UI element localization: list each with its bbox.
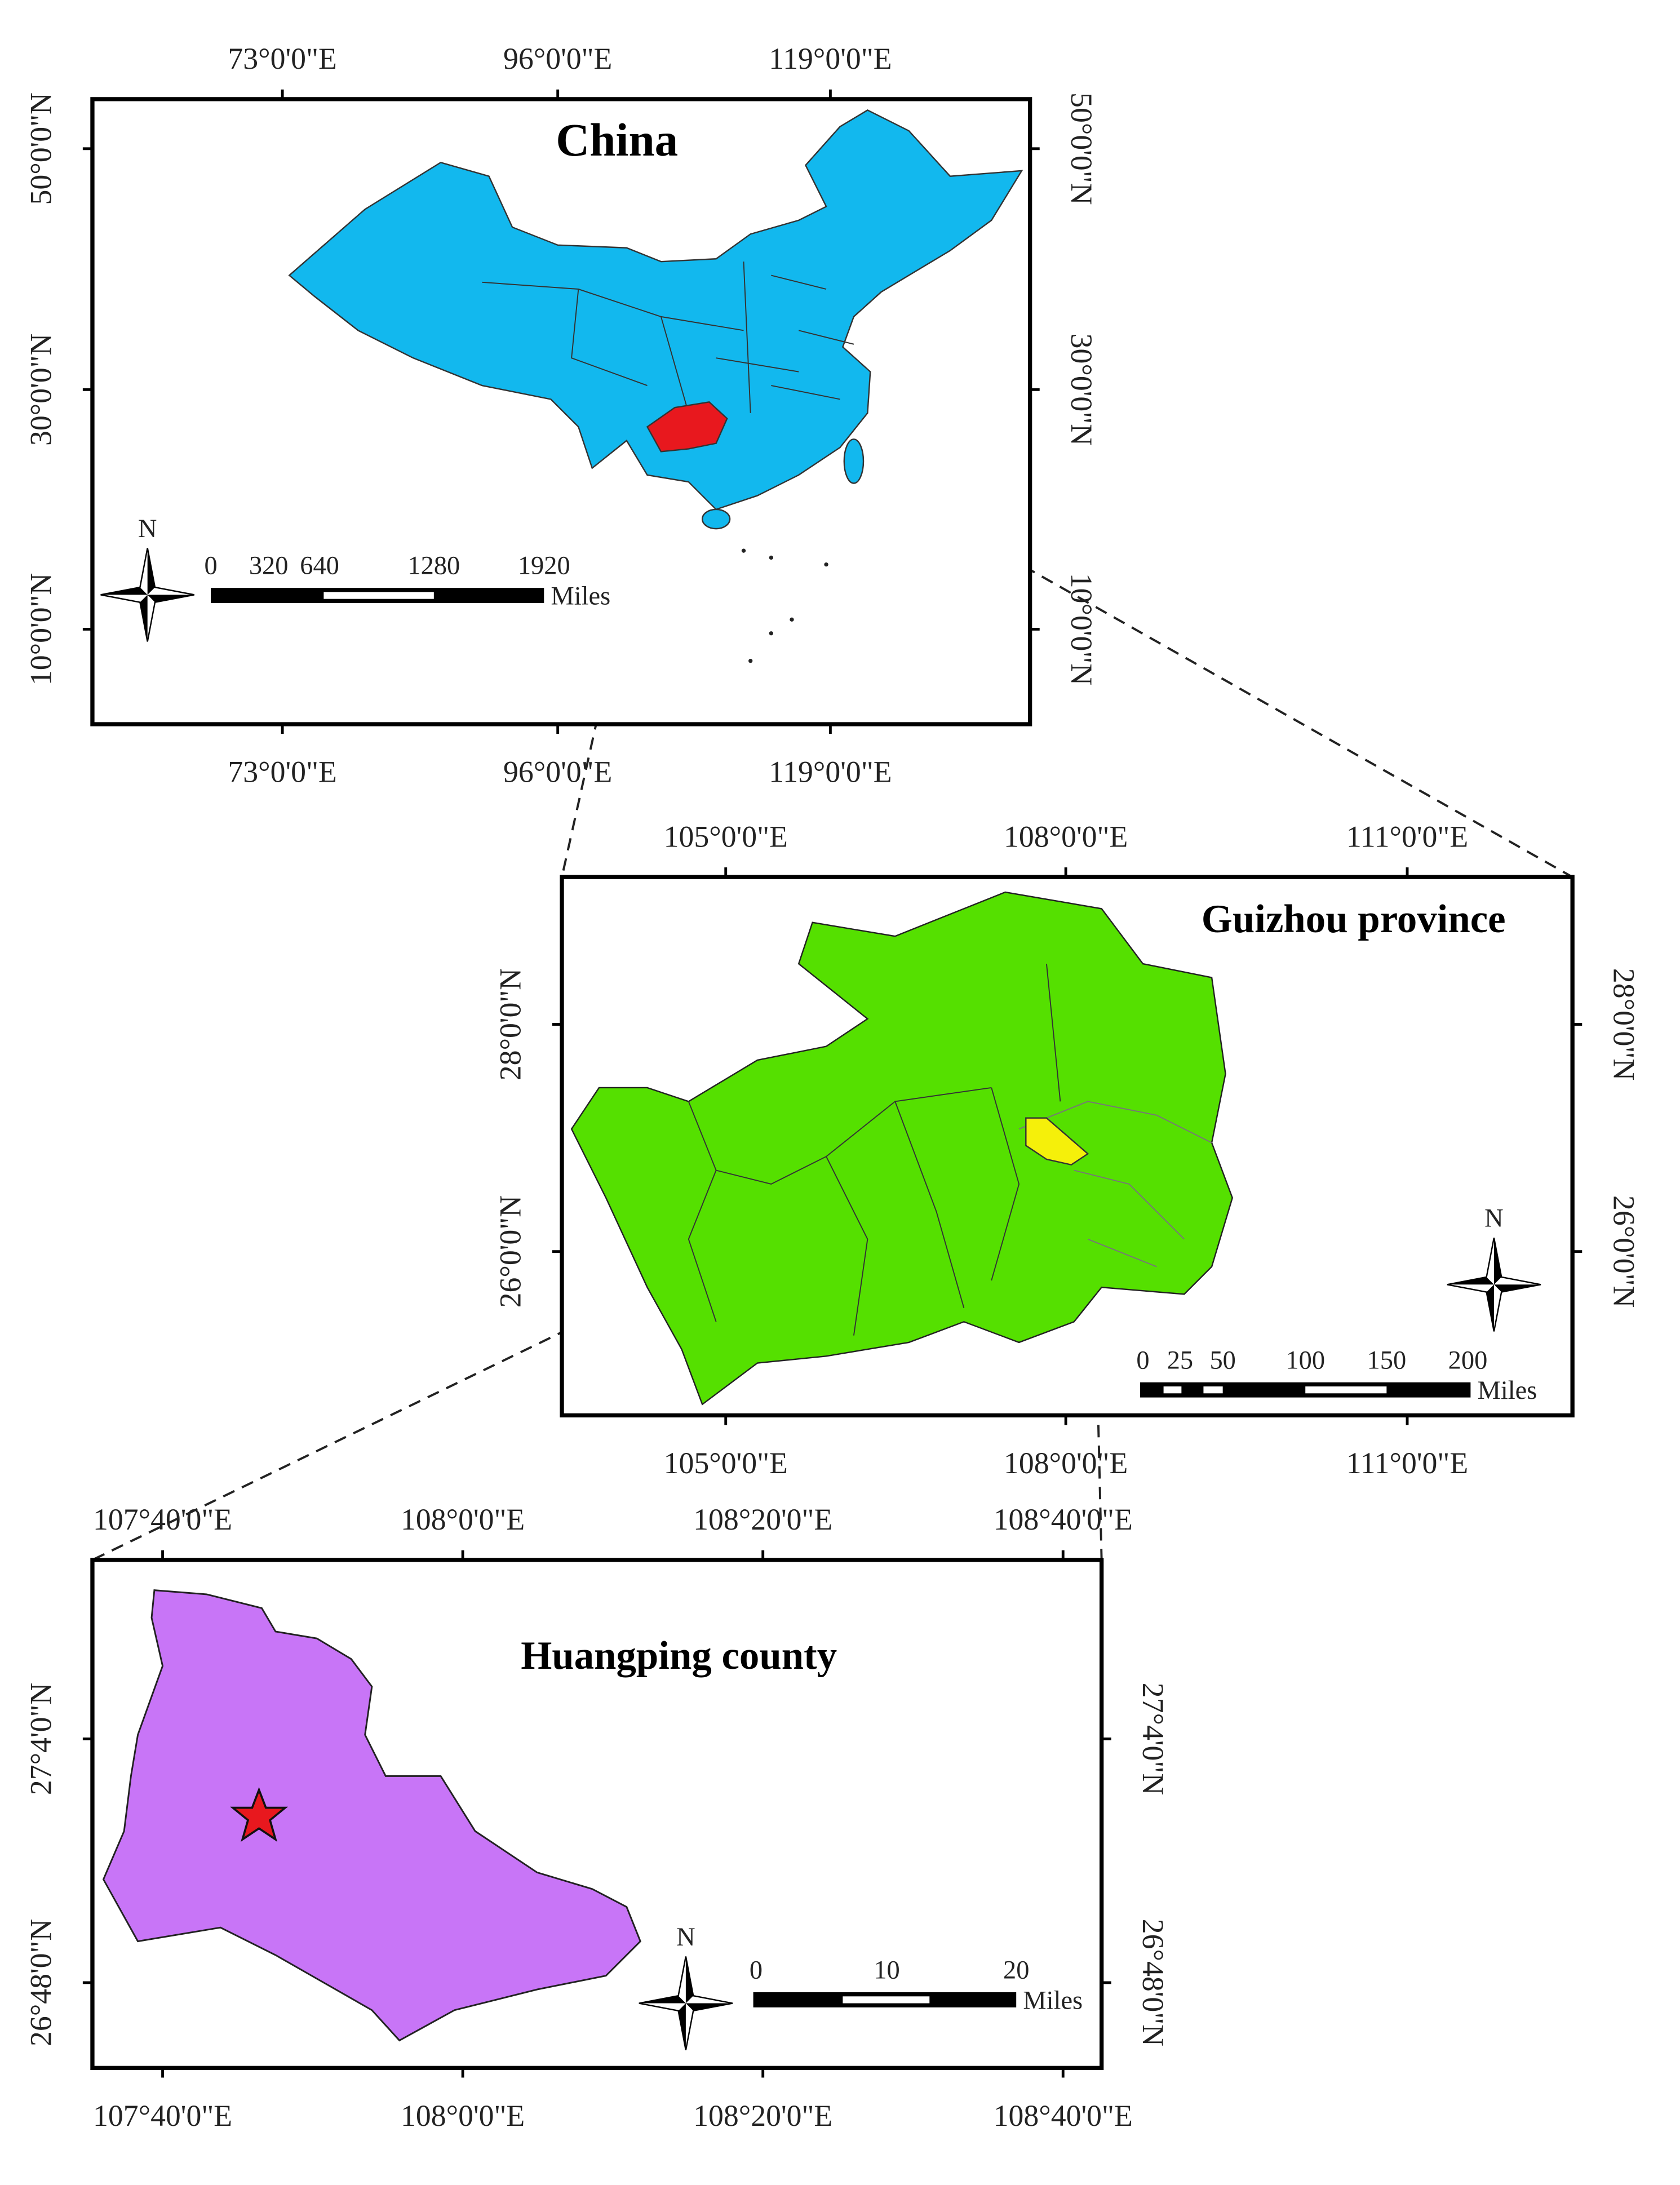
scale-label: 150 bbox=[1367, 1346, 1407, 1375]
scale-bar-segment bbox=[1203, 1386, 1223, 1394]
x-tick-label: 96°0'0"E bbox=[503, 42, 612, 76]
scale-label: 0 bbox=[1136, 1346, 1149, 1375]
scale-bar-segment bbox=[323, 592, 434, 599]
x-tick-label: 108°40'0"E bbox=[994, 2099, 1133, 2133]
scale-unit: Miles bbox=[1478, 1376, 1537, 1405]
x-tick-label: 111°0'0"E bbox=[1346, 819, 1468, 853]
x-tick-label: 108°0'0"E bbox=[1004, 819, 1128, 853]
x-tick-label: 119°0'0"E bbox=[769, 755, 892, 789]
x-tick-label: 108°20'0"E bbox=[693, 2099, 832, 2133]
y-tick-label: 30°0'0"N bbox=[24, 334, 58, 446]
x-tick-label: 107°40'0"E bbox=[93, 1503, 232, 1536]
map-title: Huangping county bbox=[521, 1634, 837, 1678]
north-arrow-shade bbox=[1447, 1238, 1541, 1332]
x-tick-label: 105°0'0"E bbox=[664, 819, 788, 853]
scale-label: 20 bbox=[1003, 1956, 1029, 1985]
y-tick-label: 50°0'0"N bbox=[1065, 92, 1098, 205]
x-tick-label: 119°0'0"E bbox=[769, 42, 892, 76]
y-tick-label: 27°4'0"N bbox=[24, 1683, 58, 1795]
y-tick-label: 26°48'0"N bbox=[1136, 1919, 1170, 2046]
huangping-highlight bbox=[1025, 1117, 1089, 1166]
scale-label: 0 bbox=[204, 552, 217, 580]
scale-label: 320 bbox=[249, 552, 289, 580]
x-tick-label: 73°0'0"E bbox=[228, 755, 336, 789]
scale-label: 100 bbox=[1286, 1346, 1325, 1375]
y-tick-label: 27°4'0"N bbox=[1136, 1683, 1170, 1795]
china-borders bbox=[482, 262, 854, 414]
y-tick-label: 10°0'0"N bbox=[24, 573, 58, 685]
x-tick-label: 73°0'0"E bbox=[228, 42, 336, 76]
north-label: N bbox=[1484, 1204, 1504, 1233]
guizhou-highlight bbox=[646, 401, 728, 453]
scale-label: 1920 bbox=[518, 552, 570, 580]
taiwan bbox=[843, 438, 865, 484]
x-tick-label: 96°0'0"E bbox=[503, 755, 612, 789]
qiandongnan-borders bbox=[1018, 1101, 1212, 1267]
x-tick-label: 107°40'0"E bbox=[93, 2099, 232, 2133]
guizhou-shape bbox=[570, 891, 1234, 1406]
x-tick-label: 108°0'0"E bbox=[401, 2099, 525, 2133]
huangping-shape bbox=[102, 1589, 641, 2042]
map-title: China bbox=[556, 114, 678, 166]
generated-layer: 73°0'0"E 73°0'0"E 96°0'0"E 96°0'0"E 119°0'0"… bbox=[24, 42, 1641, 2133]
scale-label: 200 bbox=[1448, 1346, 1488, 1375]
scale-label: 25 bbox=[1167, 1346, 1193, 1375]
scale-bar-segment bbox=[1305, 1386, 1387, 1394]
hainan bbox=[701, 508, 731, 530]
y-tick-label: 10°0'0"N bbox=[1065, 573, 1098, 685]
scale-label: 1280 bbox=[407, 552, 460, 580]
north-label: N bbox=[138, 515, 157, 543]
south-sea-islands bbox=[741, 548, 828, 663]
y-tick-label: 26°0'0"N bbox=[494, 1195, 528, 1308]
guizhou-borders bbox=[688, 963, 1061, 1336]
x-tick-label: 111°0'0"E bbox=[1346, 1446, 1468, 1480]
map-title: Guizhou province bbox=[1202, 897, 1506, 941]
y-tick-label: 28°0'0"N bbox=[1607, 968, 1641, 1080]
scale-label: 10 bbox=[874, 1956, 899, 1985]
scale-label: 640 bbox=[300, 552, 339, 580]
scale-unit: Miles bbox=[551, 582, 610, 610]
y-tick-label: 30°0'0"N bbox=[1065, 334, 1098, 446]
y-tick-label: 26°48'0"N bbox=[24, 1919, 58, 2046]
x-tick-label: 108°20'0"E bbox=[693, 1503, 832, 1536]
x-tick-label: 108°0'0"E bbox=[401, 1503, 525, 1536]
x-tick-label: 108°0'0"E bbox=[1004, 1446, 1128, 1480]
scale-bar-segment bbox=[1163, 1386, 1182, 1394]
y-tick-label: 50°0'0"N bbox=[24, 92, 58, 205]
china-shape bbox=[288, 109, 1023, 511]
y-tick-label: 28°0'0"N bbox=[494, 968, 528, 1080]
location-star bbox=[230, 1787, 289, 1842]
x-tick-label: 108°40'0"E bbox=[994, 1503, 1133, 1536]
scale-bar-segment bbox=[843, 1996, 930, 2004]
x-tick-label: 105°0'0"E bbox=[664, 1446, 788, 1480]
scale-bar-frame bbox=[1140, 1382, 1471, 1398]
scale-label: 50 bbox=[1209, 1346, 1235, 1375]
y-tick-label: 26°0'0"N bbox=[1607, 1195, 1641, 1308]
north-label: N bbox=[676, 1923, 695, 1952]
scale-label: 0 bbox=[750, 1956, 763, 1985]
scale-unit: Miles bbox=[1023, 1986, 1083, 2015]
